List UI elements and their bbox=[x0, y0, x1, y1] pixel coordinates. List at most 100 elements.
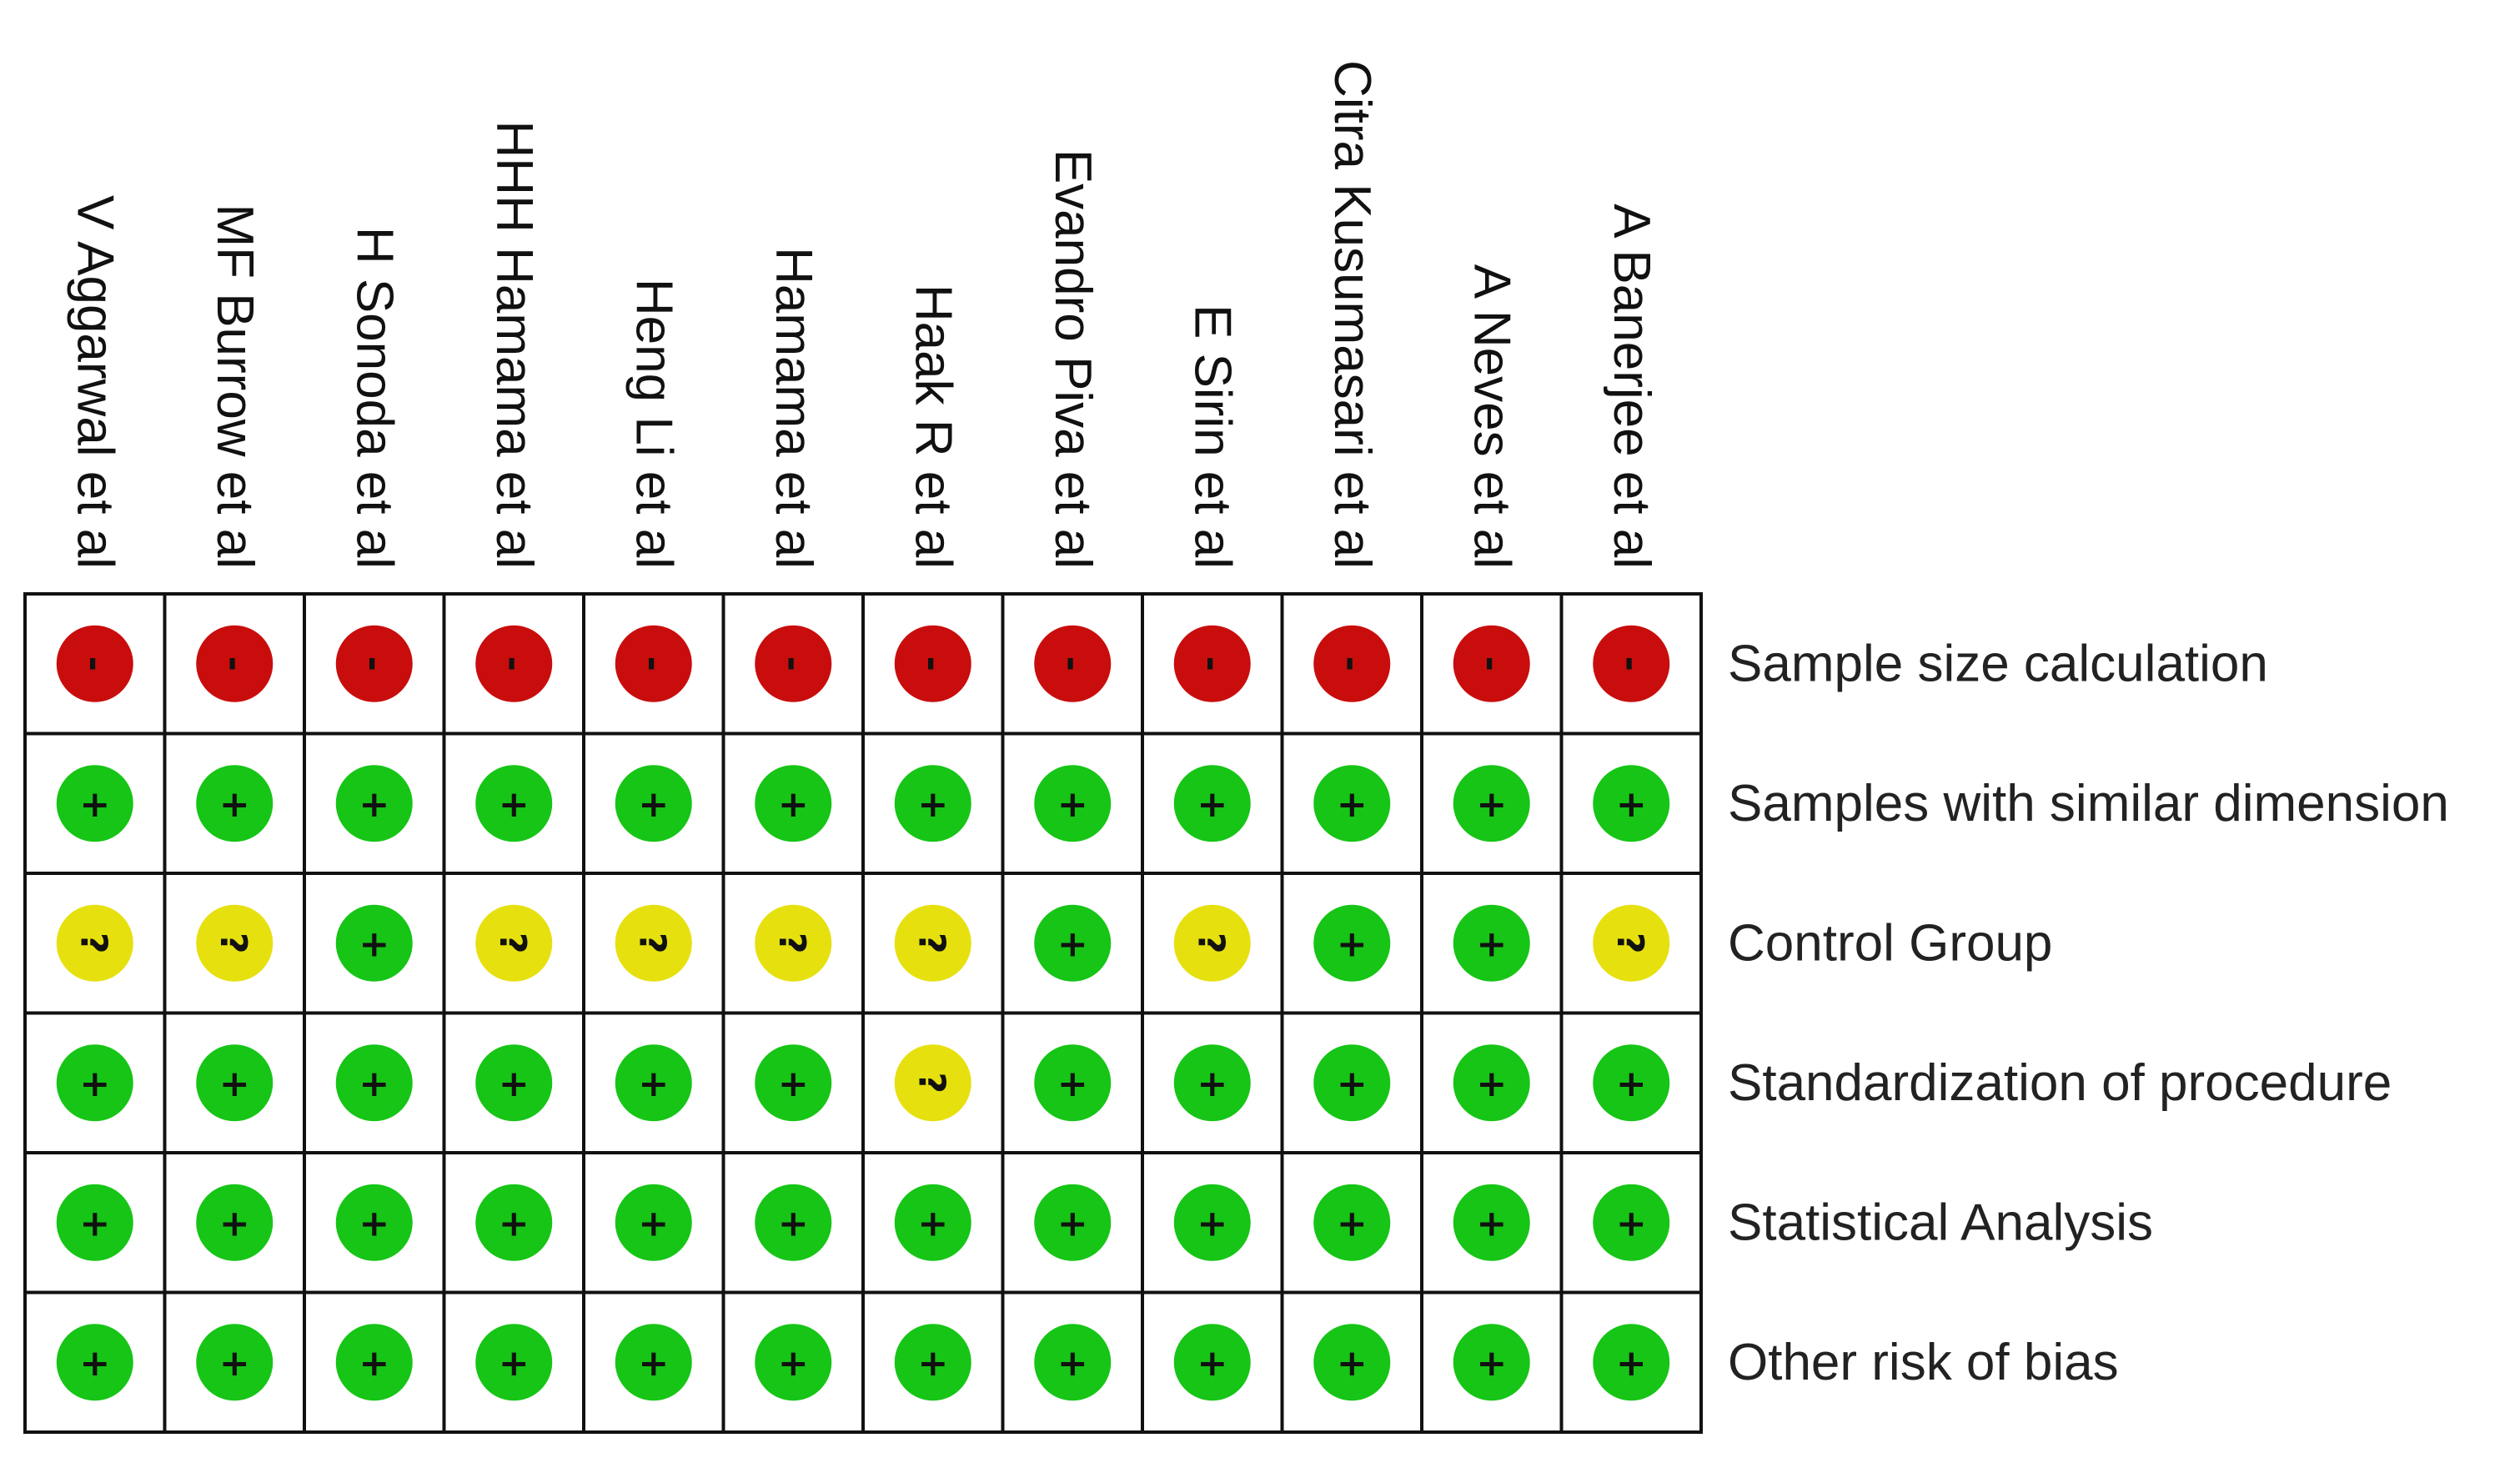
judgement-dot-low-risk bbox=[1173, 1184, 1251, 1261]
cell-control-group-e-sirin-et-al: ? bbox=[1141, 872, 1284, 1015]
cell-standardization-of-procedure-a-banerjee-et-al: + bbox=[1559, 1011, 1703, 1154]
judgement-dot-low-risk bbox=[1593, 1324, 1670, 1401]
judgement-dot-low-risk bbox=[615, 1044, 692, 1122]
study-label-evandro-piva-et-al: Evandro Piva et al bbox=[1044, 149, 1102, 569]
cell-standardization-of-procedure-evandro-piva-et-al: + bbox=[1001, 1011, 1144, 1154]
study-labels: V Aggarwal et al MF Burrow et al H Sonoda … bbox=[66, 60, 1660, 569]
question-icon: ? bbox=[771, 933, 813, 954]
cell-sample-size-calculation-heng-li-et-al: - bbox=[582, 592, 725, 736]
plus-icon: + bbox=[499, 1342, 530, 1385]
domain-label-samples-with-similar-dimension: Samples with similar dimension bbox=[1728, 775, 2449, 832]
judgement-dot-high-risk bbox=[894, 625, 971, 702]
judgement-dot-low-risk bbox=[335, 1184, 413, 1261]
cell-other-risk-of-bias-v-aggarwal-et-al: + bbox=[23, 1290, 167, 1434]
cell-sample-size-calculation-mf-burrow-et-al: - bbox=[163, 592, 306, 736]
study-label-hhh-hamama-et-al: HHH Hamama et al bbox=[485, 121, 543, 569]
judgement-dot-low-risk bbox=[1034, 765, 1112, 842]
cell-samples-with-similar-dimension-hamama-et-al: + bbox=[721, 732, 865, 875]
judgement-dot-high-risk bbox=[56, 625, 133, 702]
cell-sample-size-calculation-haak-r-et-al: - bbox=[861, 592, 1005, 736]
cell-samples-with-similar-dimension-haak-r-et-al: + bbox=[861, 732, 1005, 875]
judgement-dot-unclear-risk bbox=[755, 904, 832, 982]
judgement-dot-low-risk bbox=[475, 1044, 553, 1122]
plus-icon: + bbox=[638, 1063, 669, 1105]
judgement-dot-low-risk bbox=[1453, 1184, 1530, 1261]
cell-border bbox=[442, 872, 585, 1015]
judgement-dot-low-risk bbox=[615, 765, 692, 842]
judgement-dot-low-risk bbox=[894, 1184, 971, 1261]
judgement-dot-low-risk bbox=[755, 1044, 832, 1122]
judgement-dot-low-risk bbox=[894, 1324, 971, 1401]
cell-sample-size-calculation-citra-kusumasari-et-al: - bbox=[1280, 592, 1423, 736]
cell-other-risk-of-bias-hamama-et-al: + bbox=[721, 1290, 865, 1434]
plus-icon: + bbox=[219, 1202, 250, 1244]
domain-label-control-group: Control Group bbox=[1728, 914, 2052, 972]
judgement-dot-low-risk bbox=[475, 765, 553, 842]
minus-icon: - bbox=[1190, 656, 1232, 671]
minus-icon: - bbox=[492, 656, 535, 671]
judgement-dot-low-risk bbox=[894, 765, 971, 842]
cell-other-risk-of-bias-mf-burrow-et-al: + bbox=[163, 1290, 306, 1434]
plus-icon: + bbox=[778, 1342, 809, 1385]
judgement-dot-low-risk bbox=[196, 765, 274, 842]
cell-samples-with-similar-dimension-hhh-hamama-et-al: + bbox=[442, 732, 585, 875]
plus-icon: + bbox=[219, 1342, 250, 1385]
cell-standardization-of-procedure-mf-burrow-et-al: + bbox=[163, 1011, 306, 1154]
cell-statistical-analysis-mf-burrow-et-al: + bbox=[163, 1151, 306, 1295]
cell-standardization-of-procedure-haak-r-et-al: ? bbox=[861, 1011, 1005, 1154]
cell-other-risk-of-bias-hhh-hamama-et-al: + bbox=[442, 1290, 585, 1434]
cell-control-group-haak-r-et-al: ? bbox=[861, 872, 1005, 1015]
cell-control-group-a-neves-et-al: + bbox=[1420, 872, 1564, 1015]
judgement-dot-low-risk bbox=[1593, 1184, 1670, 1261]
cell-statistical-analysis-haak-r-et-al: + bbox=[861, 1151, 1005, 1295]
minus-icon: - bbox=[352, 656, 394, 671]
cell-samples-with-similar-dimension-h-sonoda-et-al: + bbox=[303, 732, 446, 875]
judgement-dot-low-risk bbox=[475, 1324, 553, 1401]
plus-icon: + bbox=[917, 1202, 948, 1244]
plus-icon: + bbox=[79, 783, 110, 826]
judgement-dot-low-risk bbox=[1313, 1324, 1391, 1401]
judgement-dot-low-risk bbox=[1313, 904, 1391, 982]
plus-icon: + bbox=[359, 923, 389, 965]
domain-label-other-risk-of-bias: Other risk of bias bbox=[1728, 1334, 2119, 1391]
judgement-dot-low-risk bbox=[1313, 1044, 1391, 1122]
judgement-dot-low-risk bbox=[196, 1184, 274, 1261]
plus-icon: + bbox=[1337, 1063, 1368, 1105]
plus-icon: + bbox=[1057, 1063, 1088, 1105]
cell-other-risk-of-bias-heng-li-et-al: + bbox=[582, 1290, 725, 1434]
plus-icon: + bbox=[499, 783, 530, 826]
cell-control-group-citra-kusumasari-et-al: + bbox=[1280, 872, 1423, 1015]
cell-sample-size-calculation-evandro-piva-et-al: - bbox=[1001, 592, 1144, 736]
plus-icon: + bbox=[1476, 1342, 1507, 1385]
question-icon: ? bbox=[212, 933, 254, 954]
cell-samples-with-similar-dimension-e-sirin-et-al: + bbox=[1141, 732, 1284, 875]
judgement-dot-high-risk bbox=[1313, 625, 1391, 702]
judgement-dot-unclear-risk bbox=[1593, 904, 1670, 982]
judgement-dot-unclear-risk bbox=[1173, 904, 1251, 982]
cell-border bbox=[23, 872, 167, 1015]
judgement-dot-low-risk bbox=[1034, 1044, 1112, 1122]
cell-samples-with-similar-dimension-evandro-piva-et-al: + bbox=[1001, 732, 1144, 875]
cell-statistical-analysis-hamama-et-al: + bbox=[721, 1151, 865, 1295]
plus-icon: + bbox=[1476, 783, 1507, 826]
study-label-a-banerjee-et-al: A Banerjee et al bbox=[1603, 204, 1660, 569]
judgement-dot-low-risk bbox=[1593, 1044, 1670, 1122]
minus-icon: - bbox=[911, 656, 953, 671]
plus-icon: + bbox=[1197, 783, 1227, 826]
judgement-dot-low-risk bbox=[1453, 765, 1530, 842]
cell-control-group-h-sonoda-et-al: + bbox=[303, 872, 446, 1015]
plus-icon: + bbox=[778, 783, 809, 826]
question-icon: ? bbox=[910, 933, 952, 954]
study-label-citra-kusumasari-et-al: Citra Kusumasari et al bbox=[1323, 60, 1381, 569]
cell-sample-size-calculation-a-banerjee-et-al: - bbox=[1559, 592, 1703, 736]
judgement-dot-low-risk bbox=[1034, 904, 1112, 982]
minus-icon: - bbox=[213, 656, 255, 671]
plus-icon: + bbox=[79, 1063, 110, 1105]
plus-icon: + bbox=[79, 1342, 110, 1385]
judgement-dot-low-risk bbox=[1034, 1184, 1112, 1261]
cell-samples-with-similar-dimension-v-aggarwal-et-al: + bbox=[23, 732, 167, 875]
cell-other-risk-of-bias-e-sirin-et-al: + bbox=[1141, 1290, 1284, 1434]
plus-icon: + bbox=[1616, 1063, 1647, 1105]
plus-icon: + bbox=[1197, 1063, 1227, 1105]
